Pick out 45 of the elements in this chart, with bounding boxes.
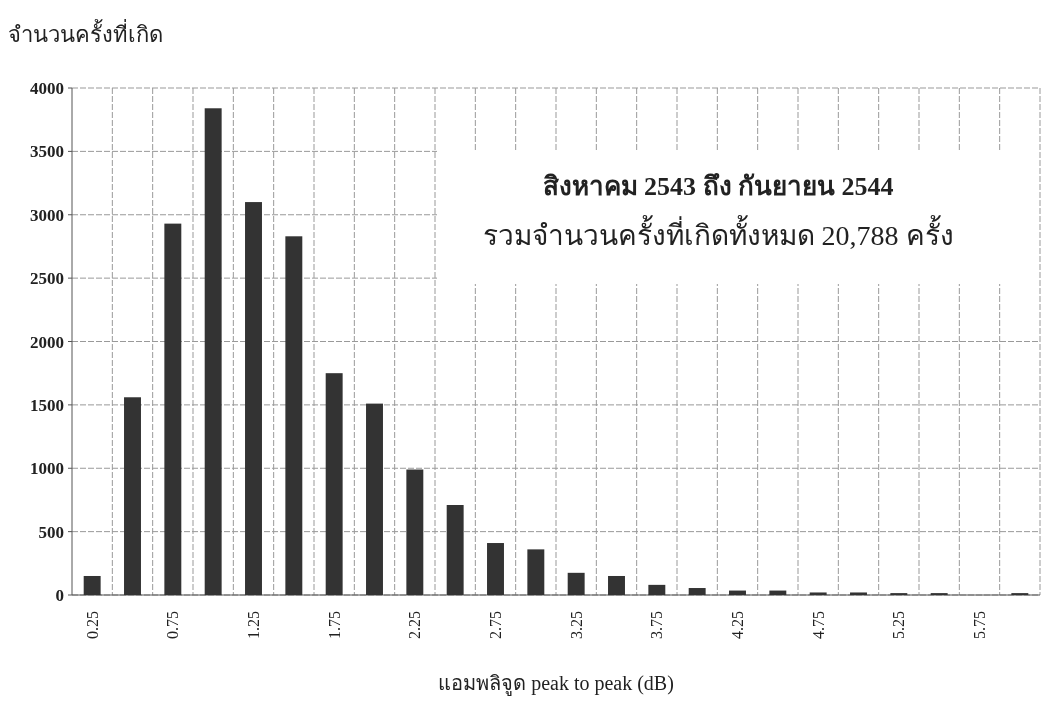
annotation: รวมจำนวนครั้งที่เกิดทั้งหมด 20,788 ครั้ง [482, 215, 954, 251]
x-tick-label: 0.75 [164, 611, 182, 639]
bar [527, 549, 545, 595]
x-tick-label: 2.75 [487, 611, 504, 639]
y-tick-label: 2500 [30, 269, 64, 289]
x-tick-label: 2.25 [406, 611, 424, 639]
bar [245, 202, 262, 595]
y-tick-label: 3000 [30, 205, 64, 225]
x-tick-label: 3.25 [567, 611, 585, 639]
x-tick-label: 0.25 [83, 611, 101, 639]
bar [850, 592, 867, 595]
bar [688, 588, 706, 595]
y-tick-label: 1000 [30, 459, 64, 479]
y-tick-label: 3500 [30, 142, 64, 162]
x-tick-label: 1.75 [325, 611, 343, 639]
x-axis-title: แอมพลิจูด peak to peak (dB) [438, 672, 674, 696]
y-axis-title: จำนวนครั้งที่เกิด [8, 19, 163, 47]
bar [366, 403, 383, 595]
bar [487, 543, 504, 595]
bar [325, 373, 343, 595]
bar [769, 590, 787, 595]
bar [204, 108, 222, 595]
bar [124, 397, 141, 595]
x-tick-label: 4.75 [809, 611, 827, 639]
y-tick-label: 2000 [30, 332, 64, 352]
bar [809, 592, 827, 595]
bar [285, 236, 303, 595]
bar [446, 505, 464, 595]
annotation: สิงหาคม 2543 ถึง กันยายน 2544 [542, 172, 894, 201]
bar [83, 575, 101, 595]
bar [406, 469, 424, 595]
bar [729, 590, 746, 595]
x-tick-label: 1.25 [245, 611, 262, 639]
bar [567, 572, 585, 595]
bar [648, 584, 666, 595]
y-tick-label: 1500 [30, 395, 64, 415]
x-tick-label: 5.75 [971, 611, 988, 639]
y-tick-label: 500 [38, 522, 64, 542]
y-tick-label: 4000 [30, 79, 64, 98]
x-tick-label: 4.25 [729, 611, 746, 639]
bar [608, 575, 625, 595]
bar [164, 223, 182, 595]
x-tick-label: 5.25 [890, 611, 908, 639]
y-tick-label: 0 [55, 586, 64, 605]
x-tick-label: 3.75 [648, 611, 666, 639]
